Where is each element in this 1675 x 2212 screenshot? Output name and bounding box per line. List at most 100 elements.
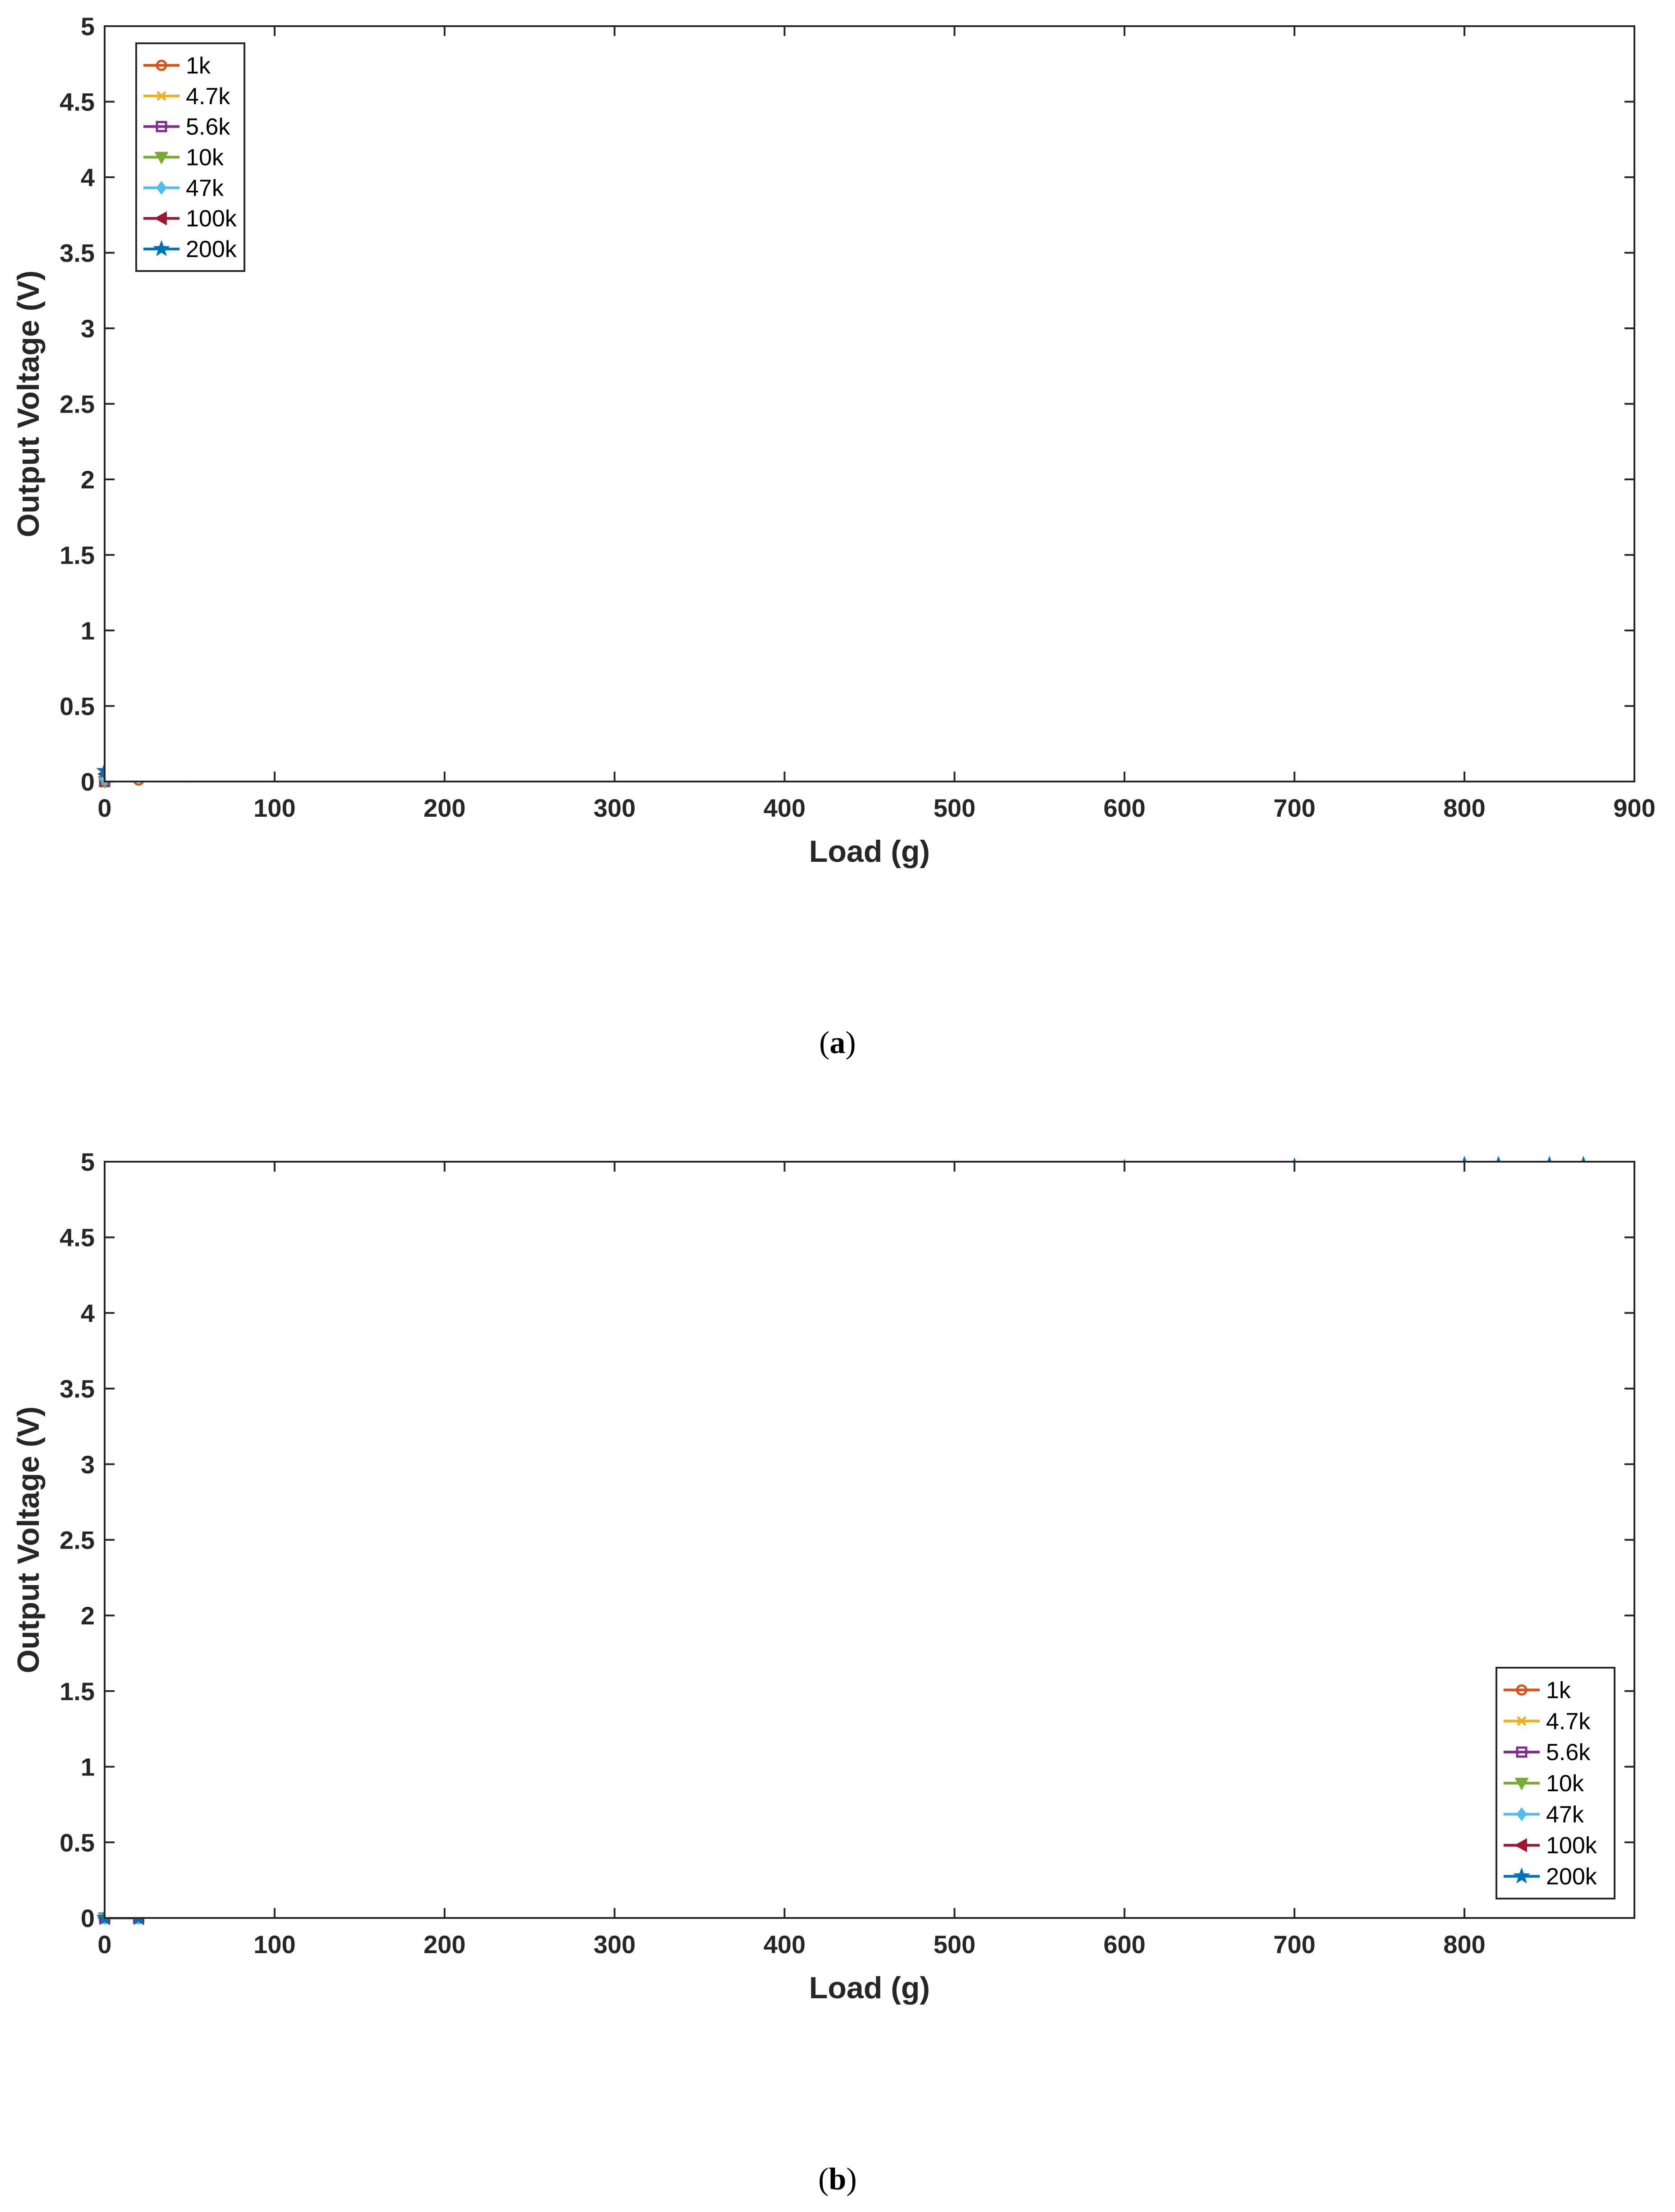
x-tick-label: 500 — [934, 1930, 976, 1959]
y-tick-label: 2 — [81, 1601, 95, 1630]
legend-label: 5.6k — [186, 114, 230, 140]
x-tick-label: 200 — [423, 1930, 465, 1959]
legend-entry-1k: 1k — [1504, 1677, 1571, 1703]
x-tick-label: 300 — [594, 794, 635, 822]
legend-entry-200k: 200k — [143, 236, 237, 262]
legend-label: 100k — [186, 206, 237, 232]
caption-letter: b — [829, 2162, 847, 2197]
caption-open: ( — [819, 1026, 829, 1060]
legend-marker — [154, 211, 167, 225]
x-tick-label: 100 — [253, 794, 295, 822]
legend-marker — [1517, 1716, 1527, 1726]
panel-caption: (a) — [819, 1026, 856, 1060]
caption-close: ) — [846, 2162, 856, 2197]
legend: 1k 4.7k 5.6k 10k 47k 100k 200k — [135, 42, 245, 272]
panel-caption: (b) — [818, 2162, 857, 2197]
y-tick-label: 3.5 — [60, 239, 95, 267]
legend-label: 10k — [1546, 1771, 1584, 1797]
legend-marker — [156, 91, 166, 101]
y-tick-label: 3.5 — [60, 1375, 95, 1403]
legend-label: 5.6k — [1546, 1739, 1591, 1766]
x-tick-label: 700 — [1274, 1930, 1316, 1959]
y-tick-label: 4.5 — [60, 88, 95, 116]
legend-entry-200k: 200k — [1504, 1864, 1597, 1890]
legend-entry-100k: 100k — [143, 206, 237, 232]
y-tick-label: 5 — [81, 1148, 95, 1176]
plot-frame — [104, 1161, 1635, 1919]
y-tick-label: 1 — [81, 616, 95, 645]
legend-label: 10k — [186, 145, 224, 171]
y-tick-label: 3 — [81, 1450, 95, 1479]
legend-marker — [153, 240, 170, 257]
legend-marker — [1516, 1807, 1527, 1821]
legend-label: 4.7k — [1546, 1708, 1591, 1734]
legend-marker — [1516, 1746, 1528, 1758]
x-tick-label: 900 — [1613, 794, 1655, 822]
legend-entry-4.7k: 4.7k — [1504, 1708, 1591, 1734]
x-axis-label: Load (g) — [809, 834, 930, 869]
x-tick-label: 100 — [253, 1930, 295, 1959]
y-tick-label: 4 — [81, 1299, 95, 1327]
x-tick-label: 0 — [97, 794, 111, 822]
y-tick-label: 0.5 — [60, 1828, 95, 1857]
legend-entry-100k: 100k — [1504, 1833, 1597, 1859]
legend-entry-10k: 10k — [1504, 1771, 1584, 1797]
y-tick-label: 5 — [81, 12, 95, 41]
legend-entry-1k: 1k — [143, 53, 211, 79]
axis-ticks: 0 100 200 300 400 500 600 700 800 0 0.5 1 1.5 2 2.5 3 3.… — [60, 1148, 1634, 1959]
x-tick-label: 800 — [1443, 794, 1485, 822]
x-tick-label: 700 — [1274, 794, 1316, 822]
legend-marker — [1513, 1867, 1530, 1884]
legend-entry-47k: 47k — [1504, 1802, 1584, 1828]
legend-marker — [1514, 1838, 1527, 1853]
legend-label: 200k — [186, 236, 237, 262]
y-tick-label: 1 — [81, 1753, 95, 1781]
chart-panel-a: 0 100 200 300 400 500 600 700 800 900 0 0.5 1 1.5 2 2.5… — [11, 12, 1656, 1060]
legend-marker — [154, 152, 169, 165]
legend-marker — [156, 180, 167, 195]
x-tick-label: 800 — [1443, 1930, 1485, 1959]
legend-entry-5.6k: 5.6k — [143, 114, 230, 140]
legend-label: 1k — [186, 53, 211, 79]
legend-entry-47k: 47k — [143, 175, 224, 201]
legend-marker — [156, 121, 167, 133]
x-tick-label: 300 — [594, 1930, 635, 1959]
legend-marker — [1514, 1778, 1529, 1791]
y-tick-label: 0.5 — [60, 692, 95, 721]
plot-frame — [104, 25, 1635, 782]
legend-entry-5.6k: 5.6k — [1504, 1739, 1591, 1766]
y-tick-label: 2.5 — [60, 390, 95, 418]
legend-entry-10k: 10k — [143, 145, 224, 171]
y-tick-label: 4.5 — [60, 1223, 95, 1252]
x-tick-label: 0 — [97, 1930, 111, 1959]
legend-marker — [1516, 1684, 1528, 1696]
x-tick-label: 600 — [1104, 1930, 1146, 1959]
caption-letter: a — [830, 1026, 846, 1060]
caption-close: ) — [846, 1026, 856, 1060]
x-tick-label: 400 — [764, 1930, 805, 1959]
axis-ticks: 0 100 200 300 400 500 600 700 800 900 0 0.5 1 1.5 2 2.5… — [60, 12, 1656, 822]
x-axis-label: Load (g) — [809, 1971, 930, 2005]
legend-label: 1k — [1546, 1677, 1571, 1703]
y-tick-label: 3 — [81, 314, 95, 343]
y-tick-label: 2 — [81, 465, 95, 494]
legend-label: 200k — [1546, 1864, 1597, 1890]
legend-label: 100k — [1546, 1833, 1597, 1859]
y-axis-label: Output Voltage (V) — [11, 271, 46, 538]
legend-label: 4.7k — [186, 83, 230, 110]
legend-label: 47k — [186, 175, 224, 201]
y-axis-label: Output Voltage (V) — [11, 1407, 46, 1674]
x-tick-label: 500 — [934, 794, 976, 822]
x-tick-label: 200 — [423, 794, 465, 822]
y-tick-label: 0 — [81, 768, 95, 796]
legend-marker — [156, 60, 167, 71]
y-tick-label: 2.5 — [60, 1526, 95, 1554]
y-tick-label: 4 — [81, 163, 95, 192]
y-tick-label: 0 — [81, 1904, 95, 1932]
legend-label: 47k — [1546, 1802, 1584, 1828]
y-tick-label: 1.5 — [60, 1677, 95, 1706]
x-tick-label: 600 — [1104, 794, 1146, 822]
chart-panel-b: 0 100 200 300 400 500 600 700 800 0 0.5 1 1.5 2 2.5 3 3.… — [11, 1148, 1635, 2197]
y-tick-label: 1.5 — [60, 541, 95, 570]
